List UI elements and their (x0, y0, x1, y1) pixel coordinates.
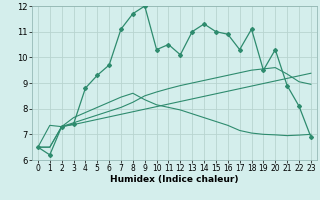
X-axis label: Humidex (Indice chaleur): Humidex (Indice chaleur) (110, 175, 239, 184)
